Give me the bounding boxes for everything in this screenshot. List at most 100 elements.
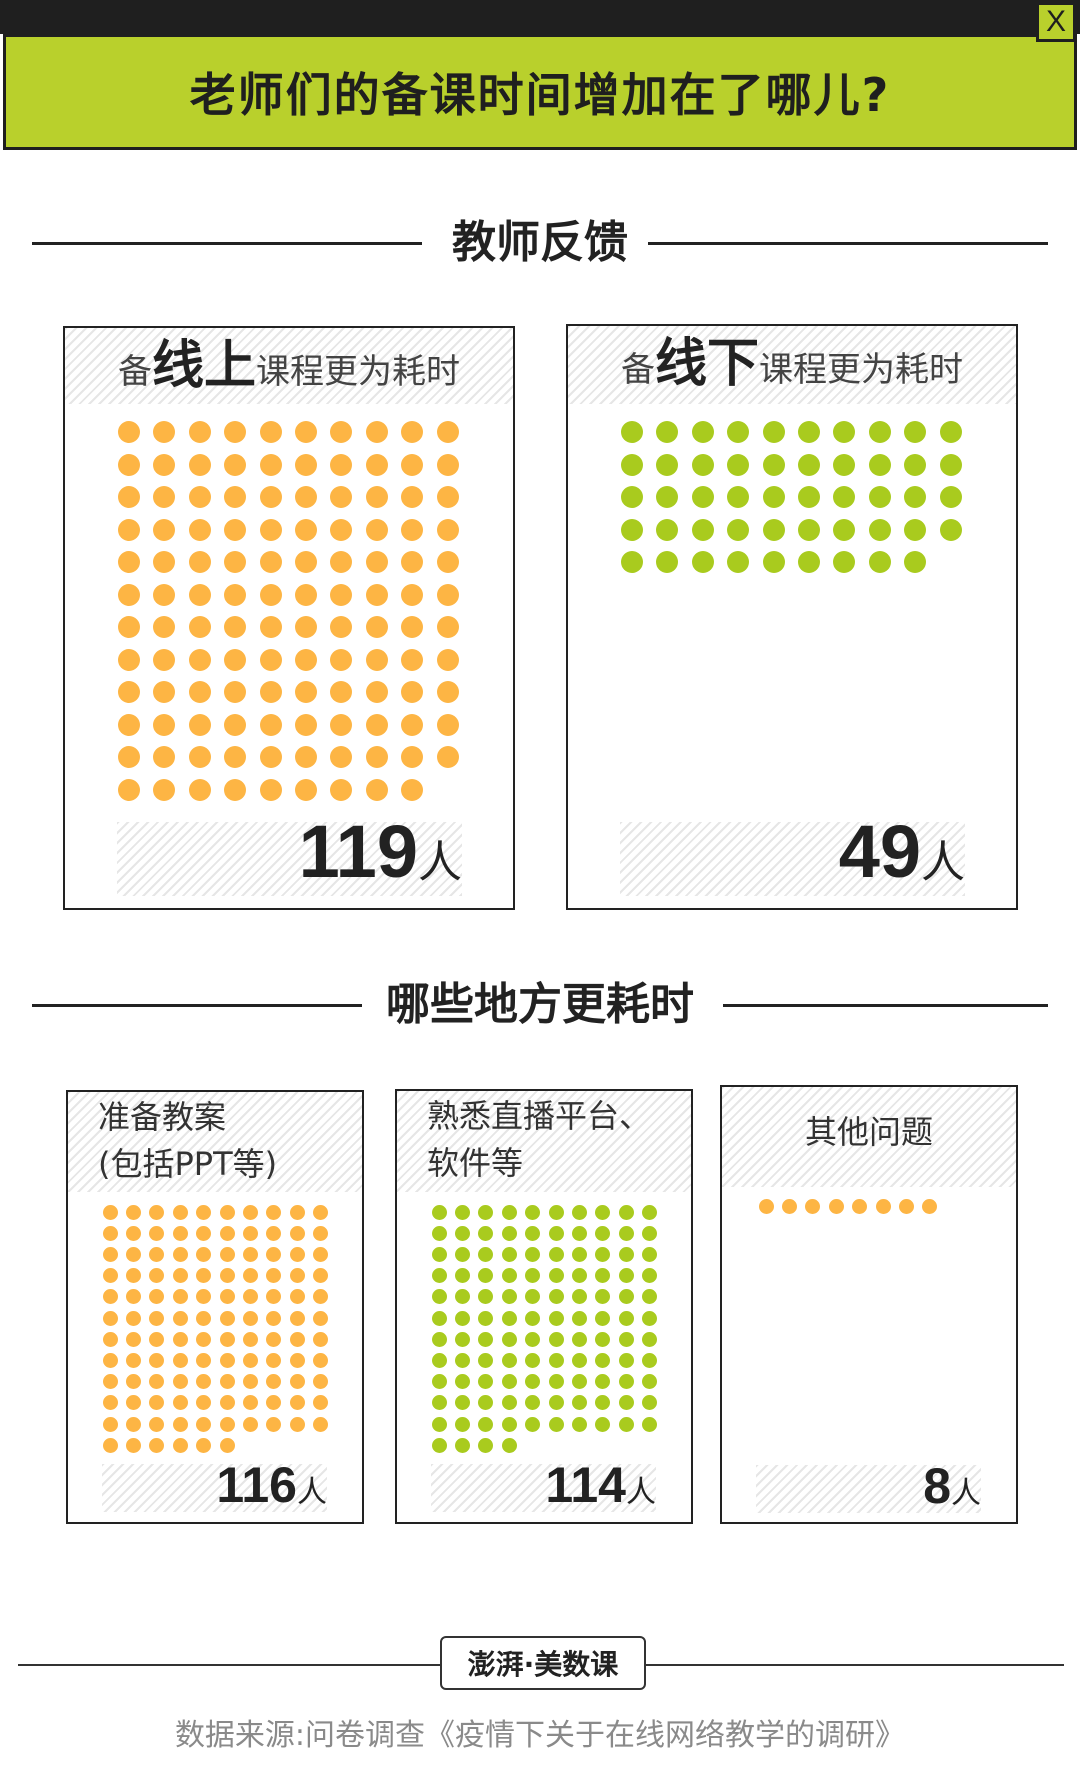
person-dot: [501, 1268, 517, 1284]
person-dot: [656, 486, 679, 508]
person-dot: [125, 1246, 141, 1262]
person-dot: [691, 453, 714, 476]
person-dot: [525, 1289, 541, 1305]
footer-divider-right: [646, 1664, 1064, 1666]
person-dot: [548, 1204, 564, 1220]
person-dot: [501, 1395, 517, 1411]
card-title: 准备教案 (包括PPT等): [98, 1094, 352, 1188]
person-dot: [525, 1416, 541, 1432]
person-dot: [431, 1268, 447, 1284]
person-dot: [431, 1352, 447, 1368]
person-dot: [289, 1225, 305, 1241]
person-dot: [313, 1310, 329, 1326]
person-dot: [219, 1395, 235, 1411]
person-dot: [436, 583, 459, 606]
person-dot: [525, 1246, 541, 1262]
count-value: 116: [216, 1457, 297, 1513]
person-dot: [313, 1374, 329, 1390]
person-dot: [431, 1416, 447, 1432]
person-dot: [621, 518, 643, 541]
person-dot: [618, 1374, 634, 1390]
person-dot: [525, 1225, 541, 1241]
person-dot: [153, 551, 176, 573]
person-dot: [289, 1289, 305, 1305]
person-dot: [548, 1289, 564, 1305]
person-dot: [313, 1416, 329, 1432]
person-dot: [102, 1268, 118, 1284]
person-dot: [188, 583, 211, 606]
person-dot: [618, 1395, 634, 1411]
person-dot: [289, 1374, 305, 1390]
person-dot: [330, 486, 353, 508]
person-dot: [102, 1352, 118, 1368]
person-dot: [149, 1268, 165, 1284]
person-dot: [125, 1268, 141, 1284]
person-dot: [656, 453, 679, 476]
person-dot: [618, 1310, 634, 1326]
person-dot: [501, 1310, 517, 1326]
person-dot: [571, 1416, 587, 1432]
top-bar: [0, 0, 1080, 34]
person-dot: [642, 1225, 658, 1241]
person-dot: [454, 1352, 470, 1368]
person-dot: [571, 1246, 587, 1262]
card-prepare-lessons: 准备教案 (包括PPT等) 116人: [66, 1090, 364, 1524]
person-dot: [313, 1204, 329, 1220]
person-dot: [798, 551, 820, 573]
count-label: 8人: [923, 1457, 981, 1515]
person-dot: [266, 1416, 282, 1432]
count-box: 8人: [756, 1458, 981, 1514]
person-dot: [595, 1331, 611, 1347]
person-dot: [478, 1395, 494, 1411]
person-dot: [266, 1310, 282, 1326]
person-dot: [501, 1374, 517, 1390]
person-dot: [149, 1289, 165, 1305]
person-dot: [102, 1310, 118, 1326]
person-dot: [548, 1246, 564, 1262]
person-dot: [642, 1310, 658, 1326]
person-dot: [102, 1331, 118, 1347]
person-dot: [172, 1204, 188, 1220]
person-dot: [868, 518, 891, 541]
person-dot: [259, 648, 282, 671]
person-dot: [289, 1352, 305, 1368]
person-dot: [436, 616, 459, 638]
person-dot: [295, 778, 317, 801]
person-dot: [501, 1437, 517, 1453]
footer-divider-left: [18, 1664, 440, 1666]
person-dot: [196, 1225, 212, 1241]
person-dot: [478, 1225, 494, 1241]
person-dot: [295, 713, 317, 736]
person-dot: [798, 486, 820, 508]
person-dot: [224, 648, 247, 671]
person-dot: [642, 1352, 658, 1368]
person-dot: [478, 1268, 494, 1284]
person-dot: [595, 1395, 611, 1411]
person-dot: [571, 1289, 587, 1305]
count-unit: 人: [297, 1475, 327, 1510]
person-dot: [188, 648, 211, 671]
person-dot: [330, 681, 353, 703]
person-dot: [431, 1204, 447, 1220]
person-dot: [431, 1395, 447, 1411]
person-dot: [828, 1198, 844, 1214]
person-dot: [833, 421, 856, 443]
person-dot: [289, 1268, 305, 1284]
person-dot: [102, 1437, 118, 1453]
close-button[interactable]: X: [1036, 2, 1076, 42]
person-dot: [762, 518, 785, 541]
person-dot: [478, 1352, 494, 1368]
person-dot: [102, 1246, 118, 1262]
person-dot: [153, 616, 176, 638]
person-dot: [102, 1289, 118, 1305]
person-dot: [478, 1310, 494, 1326]
person-dot: [904, 551, 927, 573]
person-dot: [172, 1246, 188, 1262]
person-dot: [454, 1310, 470, 1326]
person-dot: [219, 1246, 235, 1262]
person-dot: [153, 583, 176, 606]
person-dot: [365, 583, 388, 606]
person-dot: [289, 1331, 305, 1347]
person-dot: [118, 648, 140, 671]
card-header: [68, 1092, 362, 1192]
